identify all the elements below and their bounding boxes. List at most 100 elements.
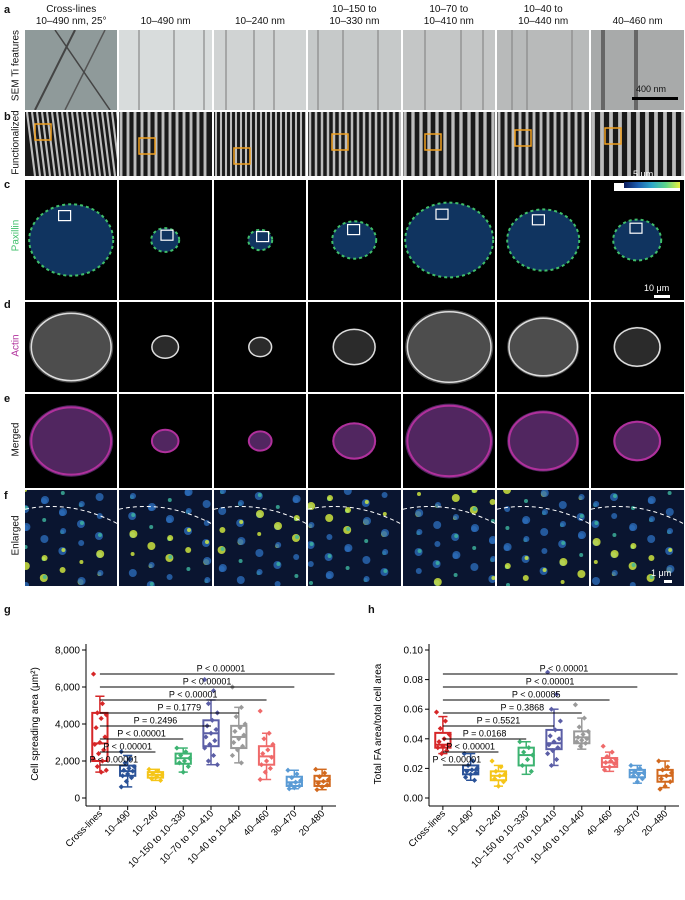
merged-image-1 (25, 394, 118, 488)
data-point (658, 776, 664, 782)
column-header-line: Cross-lines (46, 4, 97, 15)
data-point (212, 738, 218, 744)
data-point (203, 734, 209, 740)
functionalized-image-2 (119, 112, 212, 176)
column-header-7: 40–460 nm (590, 16, 684, 28)
enlarged-image-7 (591, 490, 684, 586)
data-point (267, 765, 273, 771)
scale-bar-c-label: 10 μm (644, 283, 670, 293)
data-point (92, 741, 98, 747)
p-value-label: P < 0.00085 (512, 690, 561, 700)
data-point (99, 758, 106, 764)
data-point (579, 737, 585, 743)
y-axis-label: Total FA area/total cell area (373, 663, 384, 784)
y-tick-label: 0.08 (404, 675, 424, 686)
merged-image-4 (308, 394, 401, 488)
scale-bar-a (632, 97, 678, 100)
data-point (662, 783, 668, 789)
row-label-merged: Merged (10, 422, 22, 457)
chart-g-cell-spreading-area: 0 2,000 4,000 6,000 8,000 Cell spreading area… (30, 644, 336, 870)
data-point (209, 717, 215, 723)
data-point (663, 773, 669, 779)
paxillin-image-5 (402, 180, 495, 300)
data-point (471, 777, 478, 783)
panel-letter-e: e (4, 393, 11, 405)
column-header-5: 10–70 to 10–410 nm (402, 4, 496, 28)
data-point (294, 771, 300, 777)
data-point (155, 768, 161, 774)
data-point (180, 769, 186, 775)
actin-image-3 (213, 302, 307, 392)
column-header-4: 10–150 to 10–330 nm (307, 4, 401, 28)
data-point (497, 773, 503, 779)
data-point (270, 741, 276, 747)
actin-image-1 (25, 302, 118, 392)
x-tick-label: 20–480 (297, 808, 327, 838)
data-point (237, 725, 243, 731)
x-tick-label: 20–480 (640, 808, 670, 838)
panel-letter-c: c (4, 179, 11, 191)
data-point (437, 725, 443, 732)
data-point (609, 749, 615, 755)
data-point (257, 776, 263, 783)
data-point (521, 749, 527, 755)
data-point (639, 776, 646, 782)
functionalized-image-5 (402, 112, 495, 176)
p-value-label: P < 0.00001 (103, 742, 152, 752)
functionalized-image-3 (213, 112, 307, 176)
p-value-label: P < 0.00001 (183, 677, 232, 687)
column-header-line: 10–330 nm (329, 16, 380, 27)
data-point (210, 688, 217, 694)
data-point (320, 778, 326, 784)
data-point (314, 787, 320, 793)
column-header-1: Cross-lines 10–490 nm, 25° (24, 4, 118, 28)
data-point (286, 786, 292, 792)
data-point (524, 756, 531, 763)
data-point (608, 758, 614, 764)
enlarged-image-3 (213, 490, 307, 586)
row-label-actin: Actin (10, 334, 22, 357)
enlarged-image-6 (497, 490, 590, 586)
data-point (90, 671, 97, 677)
data-point (266, 730, 272, 736)
data-point (659, 767, 666, 773)
p-value-label: P = 0.2496 (134, 716, 178, 726)
data-point (547, 733, 553, 739)
y-axis-label: Cell spreading area (μm²) (30, 667, 41, 781)
data-point (575, 734, 581, 740)
actin-image-6 (497, 302, 590, 392)
x-tick-label: 30–470 (612, 808, 642, 838)
paxillin-image-2 (119, 180, 212, 300)
data-point (121, 767, 127, 773)
p-value-label: P < 0.00001 (197, 664, 246, 674)
data-point (97, 739, 103, 746)
data-point (519, 762, 526, 769)
data-point (634, 779, 640, 785)
data-point (433, 709, 440, 715)
merged-image-7 (591, 394, 684, 488)
data-point (210, 752, 217, 759)
panel-letter-a: a (4, 4, 11, 16)
data-point (149, 775, 155, 782)
sem-image-5 (402, 30, 495, 110)
enlarged-image-1 (25, 490, 118, 586)
data-point (545, 751, 551, 757)
data-point (613, 756, 619, 763)
y-tick-label: 6,000 (55, 683, 80, 694)
data-point (118, 784, 124, 790)
data-point (436, 739, 442, 745)
data-point (572, 702, 579, 708)
y-tick-label: 2,000 (55, 757, 80, 768)
column-header-line: 10–440 nm (518, 16, 569, 27)
data-point (628, 762, 634, 769)
scale-bar-f-label: 1 μm (651, 568, 672, 578)
data-point (469, 767, 475, 773)
merged-image-5 (402, 394, 495, 488)
data-point (178, 752, 184, 759)
column-header-line: 10–410 nm (423, 16, 474, 27)
data-point (517, 739, 523, 745)
data-point (125, 771, 131, 777)
column-header-line: 10–490 nm (140, 16, 191, 27)
data-point (103, 767, 109, 773)
p-value-label: P < 0.00001 (117, 729, 166, 739)
